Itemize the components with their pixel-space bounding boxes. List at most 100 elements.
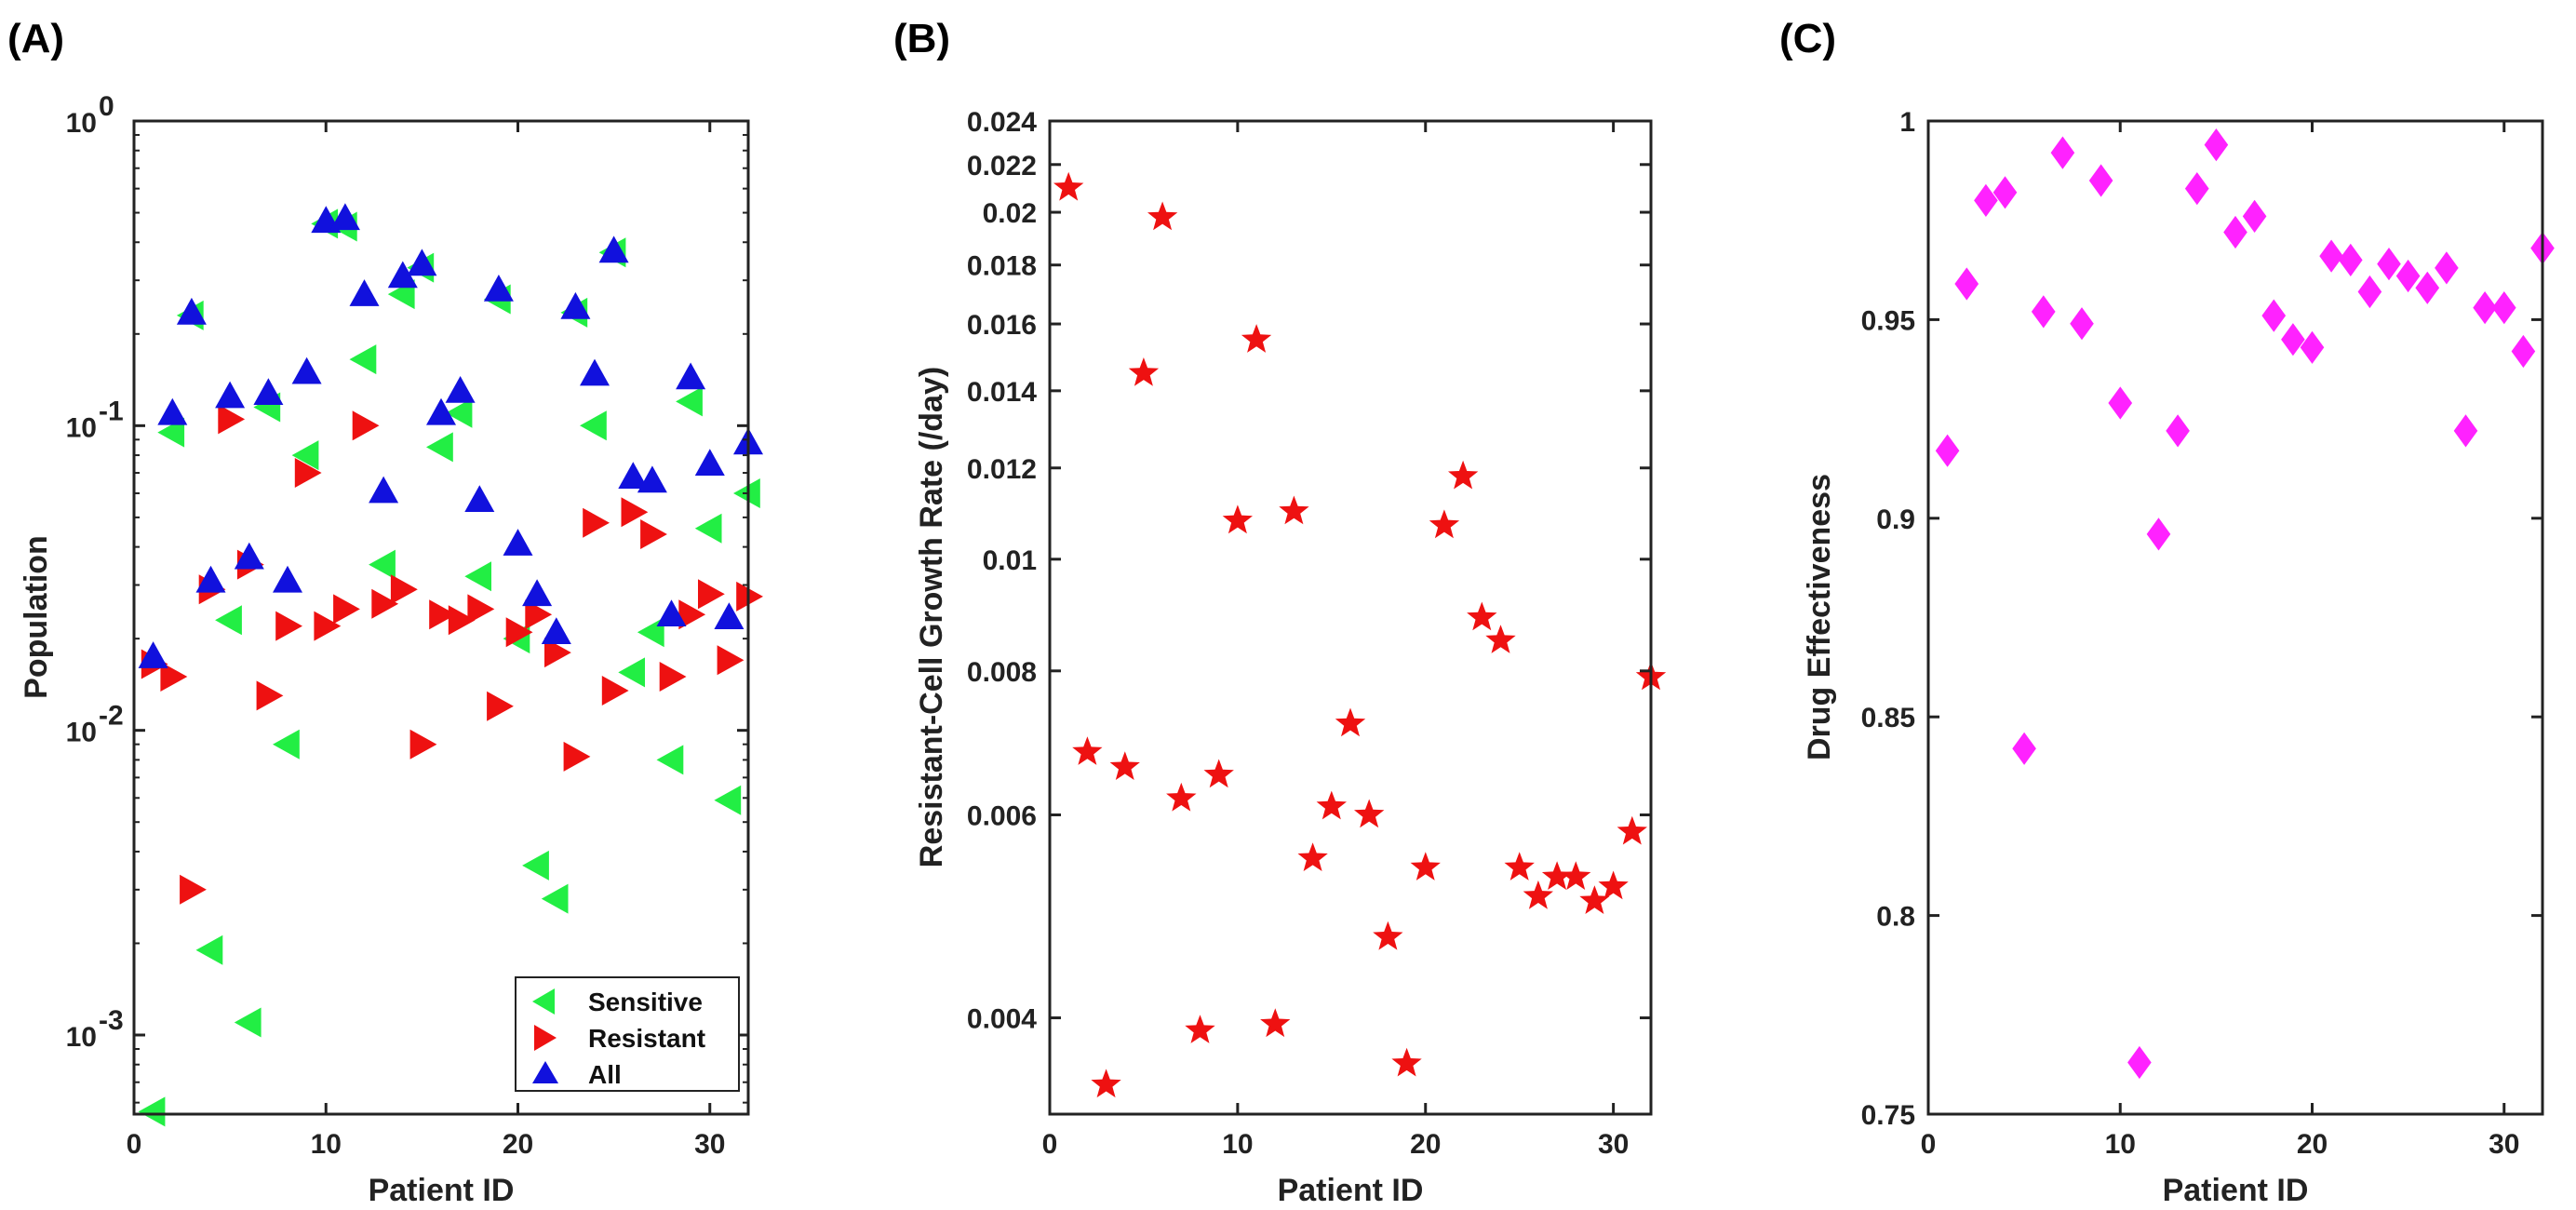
point-all-18 bbox=[464, 485, 495, 512]
point-drug-effectiveness-16 bbox=[2223, 215, 2247, 249]
point-resistant-cell-growth-rate-15 bbox=[1316, 790, 1347, 820]
point-sensitive-5 bbox=[215, 605, 242, 636]
point-resistant-cell-growth-rate-5 bbox=[1128, 357, 1160, 386]
point-drug-effectiveness-13 bbox=[2166, 414, 2190, 448]
x-tick-label: 10 bbox=[2105, 1129, 2136, 1160]
point-drug-effectiveness-10 bbox=[2108, 386, 2133, 420]
y-tick-label: 0.8 bbox=[1876, 902, 1915, 933]
point-sensitive-29 bbox=[676, 386, 703, 417]
panel-b-xlabel: Patient ID bbox=[1278, 1173, 1424, 1208]
panel-a-ylabel: Population bbox=[19, 535, 54, 699]
point-all-1 bbox=[138, 641, 168, 668]
point-resistant-3 bbox=[180, 874, 207, 905]
panel-a-label: (A) bbox=[7, 16, 64, 61]
point-resistant-7 bbox=[256, 680, 284, 711]
point-resistant-cell-growth-rate-14 bbox=[1297, 842, 1328, 871]
panel-a-xlabel: Patient ID bbox=[369, 1173, 515, 1208]
point-sensitive-13 bbox=[369, 549, 396, 580]
legend-all-label: All bbox=[588, 1060, 622, 1089]
point-drug-effectiveness-26 bbox=[2415, 271, 2440, 304]
point-sensitive-22 bbox=[541, 883, 569, 914]
point-resistant-cell-growth-rate-7 bbox=[1166, 782, 1197, 812]
x-tick-label: 0 bbox=[1921, 1129, 1937, 1160]
y-tick-label: 0.004 bbox=[967, 1004, 1037, 1035]
point-resistant-21 bbox=[525, 599, 553, 630]
point-all-24 bbox=[580, 358, 610, 386]
point-drug-effectiveness-29 bbox=[2473, 291, 2497, 325]
point-sensitive-8 bbox=[273, 729, 300, 760]
point-sensitive-9 bbox=[291, 440, 319, 471]
point-resistant-cell-growth-rate-19 bbox=[1391, 1047, 1422, 1077]
point-all-7 bbox=[253, 378, 284, 405]
panel-b-ylabel: Resistant-Cell Growth Rate (/day) bbox=[914, 367, 949, 867]
point-all-28 bbox=[656, 599, 687, 626]
y-tick-label: 0.01 bbox=[983, 545, 1037, 576]
point-sensitive-21 bbox=[522, 850, 549, 881]
point-sensitive-16 bbox=[426, 432, 453, 463]
point-resistant-14 bbox=[390, 574, 418, 605]
panel-c-ylabel: Drug Effectiveness bbox=[1802, 474, 1837, 760]
legend: Sensitive Resistant All bbox=[515, 976, 740, 1092]
point-resistant-27 bbox=[640, 519, 667, 549]
point-resistant-cell-growth-rate-2 bbox=[1072, 736, 1103, 765]
point-resistant-19 bbox=[487, 691, 514, 721]
y-tick-exponent: 0 bbox=[99, 91, 114, 122]
point-resistant-23 bbox=[563, 741, 591, 772]
point-drug-effectiveness-14 bbox=[2184, 172, 2209, 206]
point-resistant-16 bbox=[429, 599, 456, 630]
y-tick-label: 0.018 bbox=[967, 251, 1037, 282]
point-drug-effectiveness-5 bbox=[2012, 732, 2036, 765]
point-resistant-18 bbox=[467, 594, 495, 625]
point-all-21 bbox=[522, 579, 553, 607]
point-drug-effectiveness-11 bbox=[2127, 1045, 2152, 1080]
y-tick-label: 0.016 bbox=[967, 310, 1037, 341]
panel-b-ticks: 0 10 20 30 0.004 0.006 0.008 0.01 0.012 0.014 0.01… bbox=[967, 107, 1651, 1160]
point-all-8 bbox=[273, 565, 302, 593]
point-resistant-cell-growth-rate-25 bbox=[1504, 852, 1535, 881]
legend-resistant-marker bbox=[534, 1025, 557, 1051]
legend-all-marker bbox=[532, 1061, 558, 1083]
point-sensitive-4 bbox=[195, 934, 223, 965]
y-tick-exponent: -2 bbox=[99, 701, 124, 732]
x-tick-label: 10 bbox=[1222, 1129, 1253, 1160]
panel-b-marks bbox=[1053, 171, 1667, 1098]
point-drug-effectiveness-22 bbox=[2338, 243, 2363, 276]
point-all-16 bbox=[426, 397, 456, 425]
point-drug-effectiveness-25 bbox=[2395, 259, 2421, 293]
point-sensitive-12 bbox=[349, 344, 377, 375]
x-tick-label: 30 bbox=[2489, 1129, 2519, 1160]
panel-a-marks bbox=[138, 203, 763, 1127]
y-tick-label: 0.012 bbox=[967, 454, 1037, 485]
panel-c: (C) 0 10 20 30 0.75 0.8 0.85 0.9 0.95 1 Patient I… bbox=[1779, 16, 2555, 1208]
point-resistant-cell-growth-rate-23 bbox=[1467, 601, 1497, 631]
y-tick-label: 0.014 bbox=[967, 377, 1037, 408]
y-tick-label: 0.006 bbox=[967, 801, 1037, 832]
y-tick-label: 0.02 bbox=[983, 198, 1037, 229]
point-resistant-5 bbox=[218, 404, 246, 435]
point-all-13 bbox=[369, 476, 399, 504]
y-tick-label: 0.75 bbox=[1861, 1100, 1915, 1131]
point-all-20 bbox=[503, 529, 533, 556]
point-drug-effectiveness-18 bbox=[2261, 299, 2287, 332]
point-resistant-25 bbox=[601, 676, 629, 706]
point-all-17 bbox=[445, 376, 476, 403]
point-resistant-28 bbox=[659, 662, 687, 692]
x-tick-label: 30 bbox=[694, 1129, 725, 1160]
panel-a-axes-box bbox=[132, 119, 750, 1116]
point-all-11 bbox=[329, 203, 360, 231]
point-resistant-9 bbox=[294, 458, 322, 488]
point-all-12 bbox=[349, 279, 380, 306]
point-drug-effectiveness-3 bbox=[1974, 183, 1998, 217]
panel-c-ticks: 0 10 20 30 0.75 0.8 0.85 0.9 0.95 1 bbox=[1861, 107, 2542, 1160]
point-drug-effectiveness-8 bbox=[2070, 307, 2094, 341]
point-drug-effectiveness-7 bbox=[2050, 136, 2075, 169]
point-resistant-cell-growth-rate-11 bbox=[1241, 324, 1272, 353]
point-resistant-11 bbox=[333, 594, 360, 625]
point-sensitive-6 bbox=[234, 1007, 262, 1038]
point-resistant-31 bbox=[717, 645, 745, 676]
point-sensitive-26 bbox=[618, 657, 645, 688]
point-resistant-32 bbox=[736, 581, 763, 612]
point-resistant-cell-growth-rate-22 bbox=[1448, 460, 1479, 490]
x-tick-label: 10 bbox=[311, 1129, 342, 1160]
